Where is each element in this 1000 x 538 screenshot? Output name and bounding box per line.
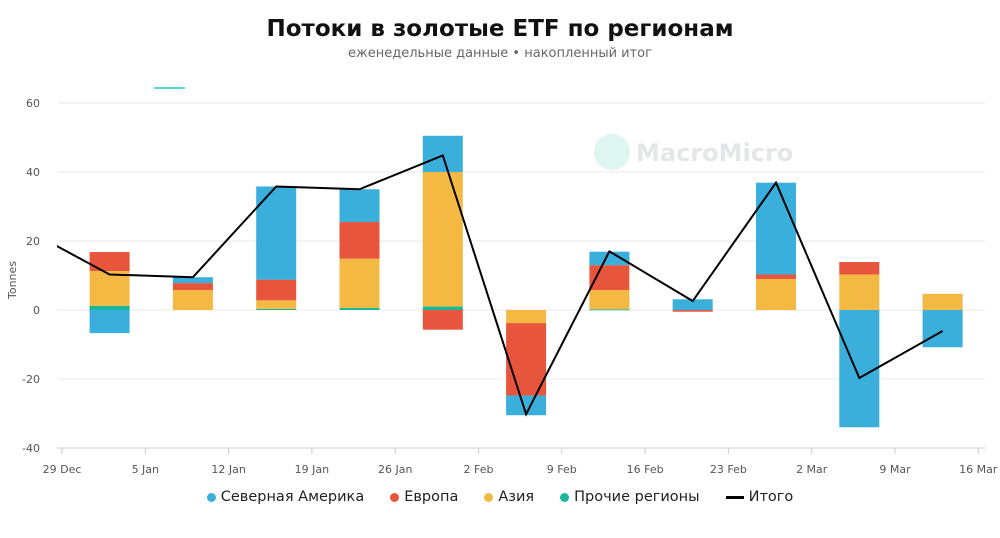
bar-segment — [756, 274, 796, 279]
bar-segment — [839, 274, 880, 310]
bar-segment — [339, 258, 380, 308]
x-tick-label: 16 Feb — [627, 463, 664, 476]
bar-segment — [922, 293, 963, 310]
bar-segment — [172, 283, 213, 290]
bar-segment — [172, 289, 213, 310]
legend-label: Итого — [748, 489, 794, 505]
bar-segment — [839, 262, 880, 275]
x-tick-label: 5 Jan — [132, 463, 159, 476]
legend-line-icon — [725, 495, 744, 499]
x-tick-label: 12 Jan — [211, 463, 245, 476]
bar-segment — [339, 189, 380, 223]
bar-segment — [339, 222, 380, 259]
bar-segment — [422, 172, 463, 307]
bar-segment — [589, 309, 630, 311]
legend-label: Европа — [404, 489, 459, 505]
x-tick-label: 2 Mar — [796, 463, 828, 476]
bar-segment — [922, 310, 963, 348]
bar-segment — [756, 278, 796, 310]
bar-segment — [89, 271, 130, 306]
watermark: MacroMicro — [594, 134, 793, 170]
legend-item-asia[interactable]: Азия — [484, 489, 534, 505]
bar-segment — [839, 310, 880, 428]
legend-dot-icon — [390, 492, 400, 502]
bar-segment — [589, 289, 630, 310]
x-tick-label: 9 Mar — [879, 463, 911, 476]
x-tick-label: 26 Jan — [378, 463, 412, 476]
x-tick-label: 29 Dec — [43, 463, 82, 476]
legend-item-other[interactable]: Прочие регионы — [560, 489, 700, 505]
bar-segment — [256, 308, 297, 310]
bar-segment — [422, 135, 463, 172]
bar-segment — [256, 279, 297, 301]
bar-segment — [506, 395, 547, 416]
chart-subtitle: еженедельные данные • накопленный итог — [348, 46, 652, 61]
total-line — [57, 154, 944, 417]
bar-segment — [422, 310, 463, 330]
x-tick-label: 9 Feb — [547, 463, 577, 476]
bar-segment — [89, 310, 130, 334]
bar-segment — [672, 310, 713, 312]
bar-segment — [422, 306, 463, 310]
bar-segment — [506, 323, 547, 396]
legend-dot-icon — [484, 492, 494, 502]
bar-segment — [89, 305, 130, 310]
legend-item-north-america[interactable]: Северная Америка — [206, 489, 365, 505]
decorative-dash — [154, 87, 185, 89]
y-tick-label: 60 — [26, 97, 40, 110]
legend-dot-icon — [560, 492, 570, 502]
y-axis-label: Tonnes — [6, 261, 19, 300]
watermark-text: MacroMicro — [636, 139, 793, 167]
legend-item-europe[interactable]: Европа — [390, 489, 458, 505]
bar-segment — [256, 300, 297, 309]
y-tick-label: -40 — [22, 442, 40, 455]
y-tick-label: -20 — [22, 373, 40, 386]
legend-label: Северная Америка — [220, 489, 365, 505]
y-tick-label: 20 — [26, 235, 40, 248]
legend-label: Прочие регионы — [574, 489, 700, 505]
legend: Северная Америка Европа Азия Прочие реги… — [0, 489, 1000, 505]
x-tick-label: 19 Jan — [295, 463, 329, 476]
y-tick-label: 0 — [33, 304, 40, 317]
chart-title: Потоки в золотые ETF по регионам — [266, 16, 734, 42]
bar-segment — [756, 182, 796, 275]
bar-segment — [89, 252, 130, 272]
bar-segment — [672, 299, 713, 310]
legend-item-total[interactable]: Итого — [725, 489, 794, 505]
bar-segment — [589, 251, 630, 266]
x-tick-label: 16 Mar — [959, 463, 998, 476]
x-tick-label: 2 Feb — [464, 463, 494, 476]
bar-segment — [339, 307, 380, 310]
legend-dot-icon — [206, 492, 216, 502]
x-tick-label: 23 Feb — [710, 463, 747, 476]
bar-segment — [172, 277, 213, 284]
legend-label: Азия — [498, 489, 535, 505]
y-tick-label: 40 — [26, 166, 40, 179]
bar-segment — [506, 310, 547, 324]
watermark-logo-icon — [594, 134, 630, 170]
